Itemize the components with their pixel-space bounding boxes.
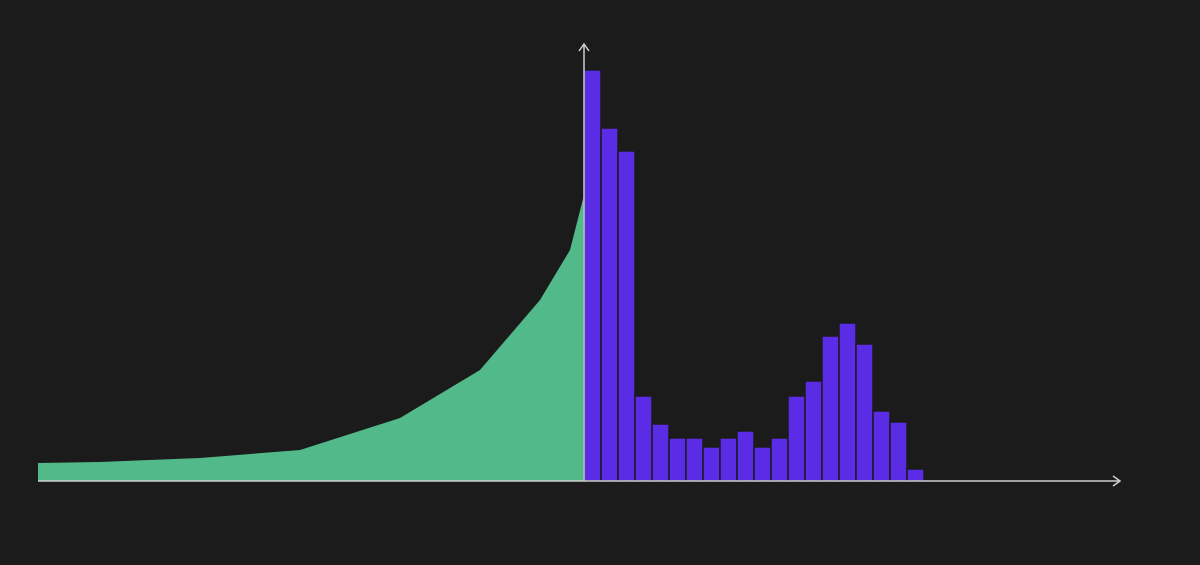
bar — [855, 343, 874, 482]
bar — [838, 322, 857, 482]
bar — [719, 437, 738, 482]
axes — [38, 42, 1122, 487]
bar — [702, 446, 721, 482]
bar — [617, 150, 636, 482]
y-axis-arrow — [578, 42, 590, 52]
bar — [634, 395, 653, 482]
x-axis-arrow — [1112, 475, 1122, 487]
bar — [889, 421, 908, 482]
bar — [906, 468, 925, 482]
bar — [872, 410, 891, 482]
bar — [804, 380, 823, 482]
bar — [736, 430, 755, 482]
area — [38, 195, 584, 481]
bar — [770, 437, 789, 482]
bar — [753, 446, 772, 482]
bar — [668, 437, 687, 482]
bar — [583, 69, 602, 482]
bar — [600, 127, 619, 482]
bar — [787, 395, 806, 482]
bar — [651, 423, 670, 482]
bar — [821, 335, 840, 482]
bar — [685, 437, 704, 482]
